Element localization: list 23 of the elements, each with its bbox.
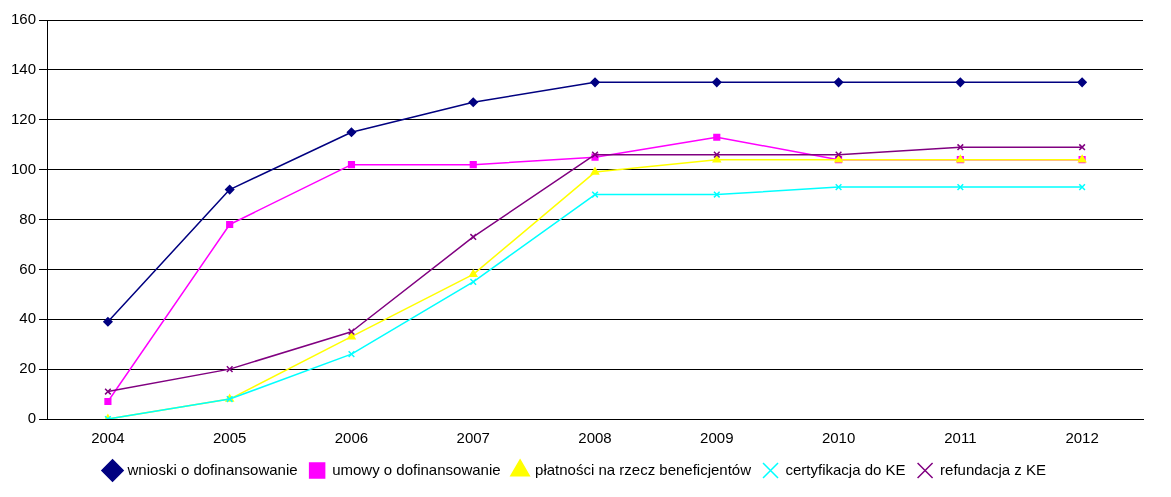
x-tick-label: 2012 xyxy=(1065,429,1099,447)
y-tick-label: 100 xyxy=(11,159,37,177)
x-tick-label: 2005 xyxy=(213,429,247,447)
legend-label: certyfikacja do KE xyxy=(785,460,906,478)
y-tick-label: 120 xyxy=(11,109,37,127)
x-tick-label: 2008 xyxy=(578,429,612,447)
x-tick-label: 2006 xyxy=(334,429,369,447)
y-tick-label: 140 xyxy=(11,60,37,78)
x-tick-label: 2007 xyxy=(456,429,490,447)
x-tick-label: 2004 xyxy=(91,429,125,447)
legend-label: umowy o dofinansowanie xyxy=(332,460,501,478)
legend-label: wnioski o dofinansowanie xyxy=(126,460,298,478)
y-tick-label: 60 xyxy=(19,259,37,277)
y-tick-label: 40 xyxy=(19,309,37,327)
y-tick-label: 160 xyxy=(11,10,37,28)
x-tick-label: 2011 xyxy=(944,429,977,447)
x-tick-label: 2009 xyxy=(700,429,734,447)
legend-label: refundacja z KE xyxy=(940,460,1046,478)
x-tick-label: 2010 xyxy=(821,429,856,447)
y-tick-label: 80 xyxy=(19,209,37,227)
y-tick-label: 0 xyxy=(27,409,37,427)
y-tick-label: 20 xyxy=(19,359,37,377)
legend-label: płatności na rzecz beneficjentów xyxy=(535,460,752,478)
